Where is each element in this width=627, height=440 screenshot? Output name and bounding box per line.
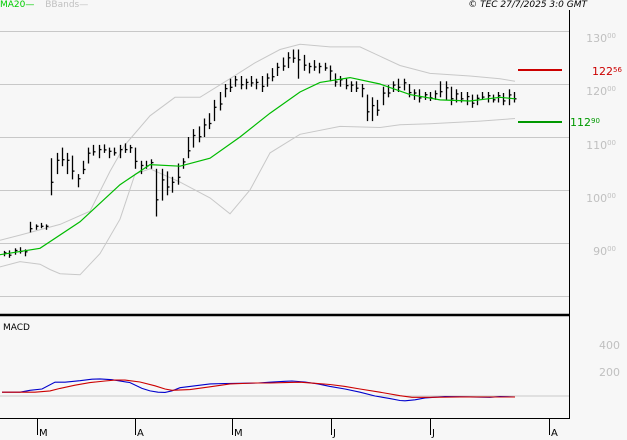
price-axis-label: 12000 (586, 85, 616, 98)
resistance-label: 12256 (592, 64, 622, 78)
macd-axis-label: 400 (599, 339, 620, 352)
x-axis-label: A (551, 428, 558, 439)
resistance-value-int: 122 (592, 65, 613, 78)
chart-legend: MA20— BBands— (0, 0, 88, 11)
x-axis-label: M (234, 428, 243, 439)
legend-ma20-label: MA20 (0, 0, 26, 10)
bollinger-upper-band (0, 43, 516, 241)
support-value-int: 112 (570, 116, 591, 129)
copyright-timestamp: © TEC 27/7/2025 3:0 GMT (468, 0, 587, 10)
legend-bbands-label: BBands (45, 0, 80, 10)
legend-bbands-swatch: — (79, 0, 89, 10)
ohlc-bars (3, 49, 517, 258)
support-label: 11290 (570, 115, 600, 129)
bollinger-lower-band (0, 118, 516, 276)
macd-panel-title: MACD (3, 323, 30, 333)
legend-ma20: MA20— (0, 0, 34, 10)
price-axis-label: 10000 (586, 192, 616, 205)
legend-bbands: BBands— (45, 0, 88, 10)
resistance-value-dec: 56 (613, 66, 622, 74)
price-gridlines (0, 31, 569, 297)
x-axis-label: M (39, 428, 48, 439)
macd-axis-label: 200 (599, 366, 620, 379)
price-axis-label: 9000 (593, 245, 616, 258)
macd-signal-line (2, 379, 515, 398)
ma20-line (0, 76, 516, 256)
x-axis-label: J (333, 428, 336, 439)
x-axis-ticks (37, 419, 550, 435)
price-axis-label: 13000 (586, 32, 616, 45)
legend-ma20-swatch: — (25, 0, 35, 10)
x-axis-label: A (137, 428, 144, 439)
support-value-dec: 90 (591, 117, 600, 125)
price-axis-label: 11000 (586, 139, 616, 152)
x-axis-label: J (432, 428, 435, 439)
